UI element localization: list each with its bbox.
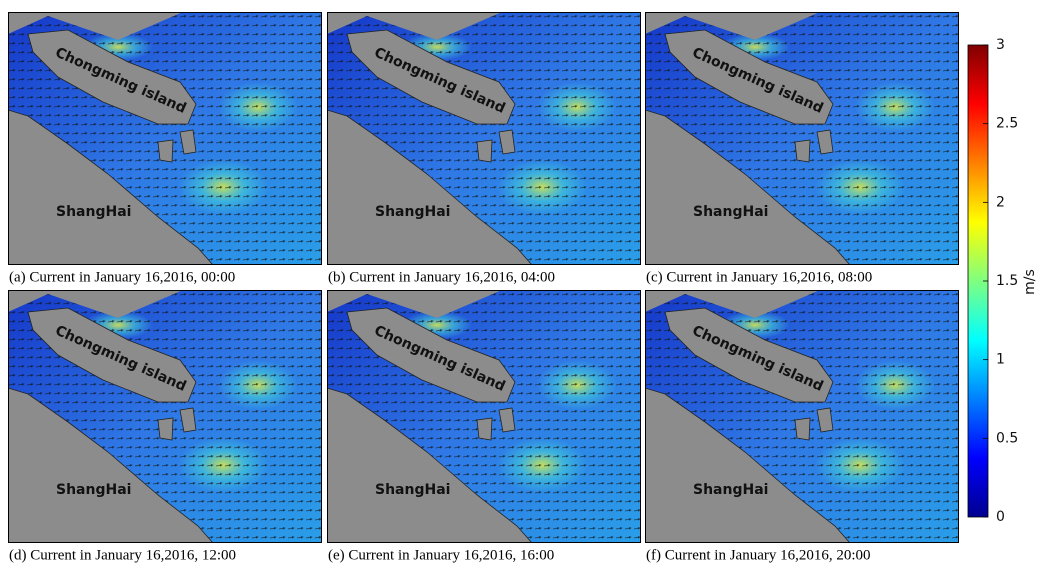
colorbar-tick-label: 1.5 [996,273,1018,289]
panel-caption: (d) Current in January 16,2016, 12:00 [9,547,236,563]
city-label: ShangHai [375,482,450,498]
colorbar-tick-label: 0 [996,509,1005,525]
current-map [8,290,322,543]
colorbar-label: m/s [1022,269,1038,295]
city-label: ShangHai [693,204,768,220]
current-map [327,290,641,543]
panel-caption: (b) Current in January 16,2016, 04:00 [328,269,555,285]
panel-caption: (f) Current in January 16,2016, 20:00 [646,547,871,563]
colorbar-tick-label: 1 [996,352,1005,368]
panel-caption: (a) Current in January 16,2016, 00:00 [9,269,235,285]
current-map [327,12,641,265]
current-map [8,12,322,265]
panel-caption: (c) Current in January 16,2016, 08:00 [646,269,872,285]
current-map [645,12,959,265]
figure: m/s Chongming islandShangHai (a) Current … [0,0,1043,570]
city-label: ShangHai [56,204,131,220]
panel-caption: (e) Current in January 16,2016, 16:00 [328,547,554,563]
colorbar-tick-label: 3 [996,37,1005,53]
colorbar-tick-label: 2 [996,194,1005,210]
current-map [645,290,959,543]
city-label: ShangHai [375,204,450,220]
colorbar-tick-label: 2.5 [996,116,1018,132]
city-label: ShangHai [56,482,131,498]
city-label: ShangHai [693,482,768,498]
colorbar-tick-label: 0.5 [996,430,1018,446]
